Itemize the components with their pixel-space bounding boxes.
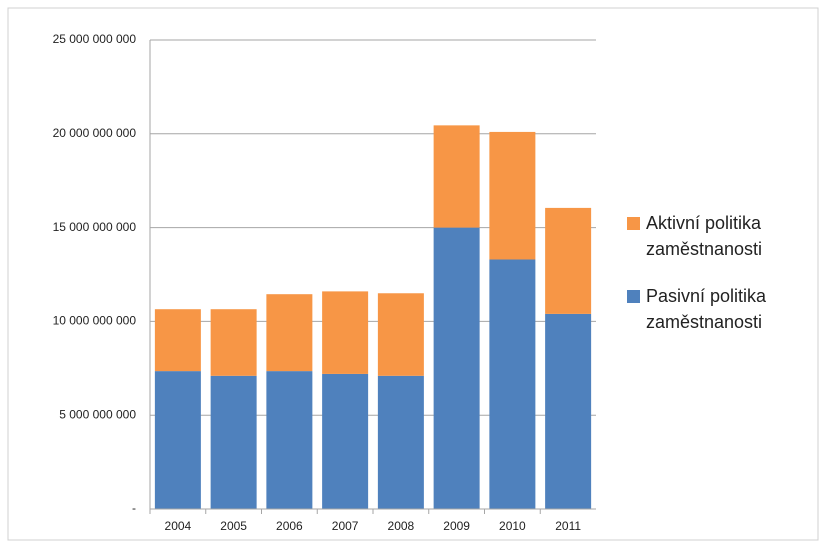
- legend-label: Aktivní politika zaměstnanosti: [646, 213, 763, 259]
- bar-segment: [322, 291, 369, 374]
- bar-segment: [266, 371, 313, 509]
- bar-segment: [433, 227, 480, 509]
- x-tick-label: 2005: [220, 519, 247, 533]
- x-tick-label: 2004: [165, 519, 192, 533]
- chart-border: [7, 7, 819, 541]
- bar-segment: [154, 371, 201, 509]
- bar-segment: [154, 309, 201, 372]
- x-tick-label: 2008: [388, 519, 415, 533]
- bar-segment: [545, 207, 592, 314]
- bar-segment: [433, 125, 480, 228]
- bar-segment: [210, 375, 257, 509]
- x-tick-label: 2006: [276, 519, 303, 533]
- y-tick-label: 25 000 000 000: [53, 32, 137, 46]
- legend-item: Pasivní politika zaměstnanosti: [627, 283, 807, 335]
- bar-segment: [489, 259, 536, 509]
- bar-segment: [489, 131, 536, 260]
- x-tick-label: 2009: [443, 519, 470, 533]
- legend-label: Pasivní politika zaměstnanosti: [646, 286, 767, 332]
- x-tick-label: 2010: [499, 519, 526, 533]
- legend-swatch: [627, 290, 640, 303]
- bar-segment: [377, 375, 424, 509]
- bar-segment: [377, 293, 424, 376]
- x-tick-label: 2007: [332, 519, 359, 533]
- bar-segment: [322, 373, 369, 509]
- bar-segment: [210, 309, 257, 376]
- bar-segment: [266, 294, 313, 372]
- x-tick-label: 2011: [555, 519, 581, 533]
- legend-item: Aktivní politika zaměstnanosti: [627, 210, 807, 262]
- y-tick-label: 20 000 000 000: [53, 126, 137, 140]
- y-tick-label: -: [132, 501, 136, 515]
- y-tick-label: 15 000 000 000: [53, 220, 137, 234]
- bar-segment: [545, 313, 592, 509]
- y-tick-label: 5 000 000 000: [59, 407, 136, 421]
- legend-swatch: [627, 217, 640, 230]
- y-tick-label: 10 000 000 000: [53, 314, 137, 328]
